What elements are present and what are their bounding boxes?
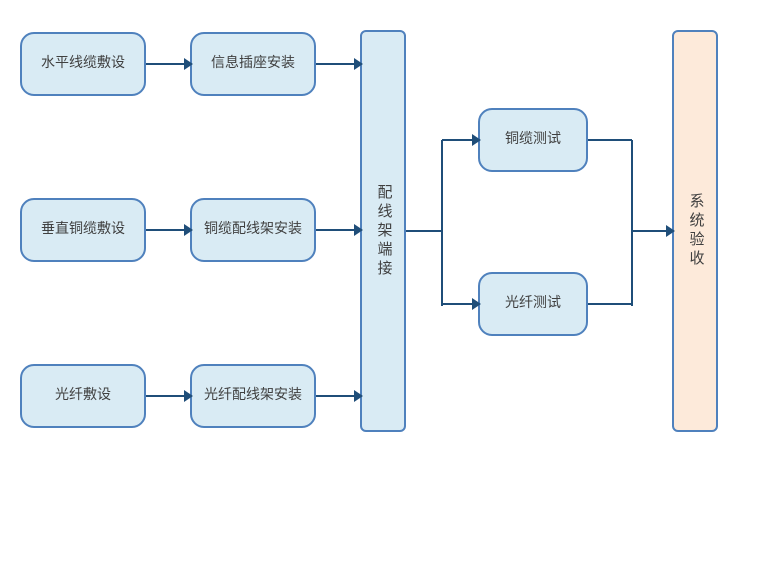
node-e: 系统验收 xyxy=(672,30,718,432)
edge-segment xyxy=(632,230,669,232)
node-label: 水平线缆敷设 xyxy=(41,54,125,74)
edge-arrow xyxy=(472,134,481,146)
edge-arrow xyxy=(354,224,363,236)
edge-arrow xyxy=(184,390,193,402)
node-d2: 光纤测试 xyxy=(478,272,588,336)
edge-arrow xyxy=(354,390,363,402)
node-b1: 信息插座安装 xyxy=(190,32,316,96)
node-b2: 铜缆配线架安装 xyxy=(190,198,316,262)
node-d1: 铜缆测试 xyxy=(478,108,588,172)
node-c: 配线架端接 xyxy=(360,30,406,432)
edge-arrow xyxy=(472,298,481,310)
edge-segment xyxy=(441,140,443,306)
node-label: 信息插座安装 xyxy=(211,54,295,74)
node-label: 光纤测试 xyxy=(505,294,561,314)
node-label: 光纤敷设 xyxy=(55,386,111,406)
edge-segment xyxy=(442,303,475,305)
node-label: 铜缆测试 xyxy=(505,130,561,150)
edge-segment xyxy=(442,139,475,141)
edge-segment xyxy=(406,230,442,232)
node-label: 垂直铜缆敷设 xyxy=(41,220,125,240)
edge-arrow xyxy=(184,224,193,236)
edge-segment xyxy=(146,63,187,65)
edge-arrow xyxy=(354,58,363,70)
edge-segment xyxy=(631,140,633,306)
node-label: 铜缆配线架安装 xyxy=(204,220,302,240)
edge-arrow xyxy=(666,225,675,237)
node-label: 光纤配线架安装 xyxy=(204,386,302,406)
node-a1: 水平线缆敷设 xyxy=(20,32,146,96)
edge-segment xyxy=(146,229,187,231)
edge-segment xyxy=(316,395,357,397)
node-b3: 光纤配线架安装 xyxy=(190,364,316,428)
edge-segment xyxy=(146,395,187,397)
node-a3: 光纤敷设 xyxy=(20,364,146,428)
edge-segment xyxy=(316,63,357,65)
edge-segment xyxy=(316,229,357,231)
node-label: 配线架端接 xyxy=(373,184,394,279)
node-a2: 垂直铜缆敷设 xyxy=(20,198,146,262)
node-label: 系统验收 xyxy=(685,193,706,269)
edge-arrow xyxy=(184,58,193,70)
edge-segment xyxy=(588,139,632,141)
edge-segment xyxy=(588,303,632,305)
